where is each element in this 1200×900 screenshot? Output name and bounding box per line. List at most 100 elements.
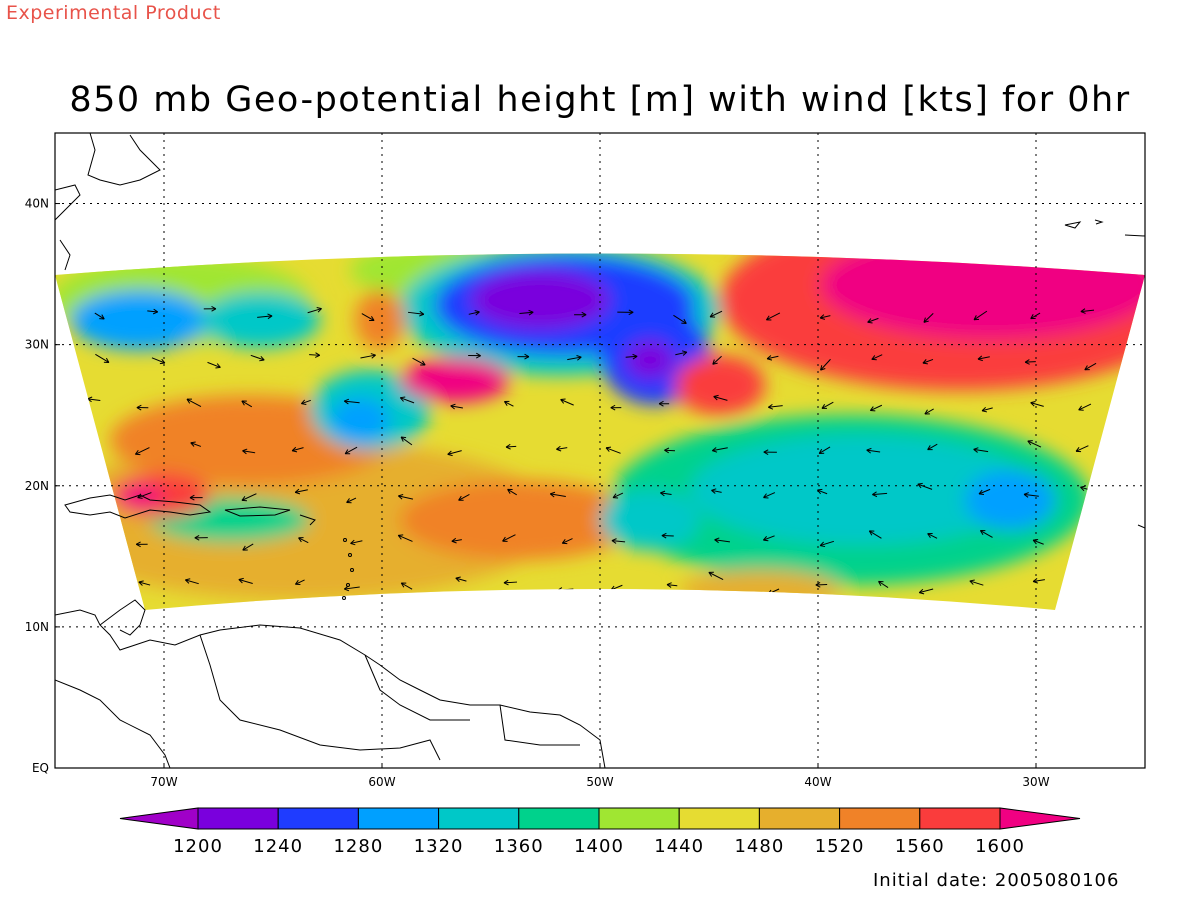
wind-arrow: [134, 447, 150, 456]
lat-tick-label: 40N: [25, 197, 49, 211]
wind-arrow: [1080, 581, 1092, 587]
wind-arrow: [298, 537, 309, 544]
colorbar-min-triangle: [119, 807, 199, 830]
lat-tick-label: 10N: [25, 620, 49, 634]
wind-arrow: [973, 447, 989, 453]
wind-arrow: [151, 357, 166, 365]
wind-arrow: [400, 582, 413, 590]
wind-arrow: [138, 580, 151, 586]
wind-arrow: [923, 313, 934, 323]
wind-arrow: [507, 488, 517, 496]
wind-arrow: [973, 310, 988, 321]
map-grid: [55, 133, 1145, 768]
wind-arrow: [567, 355, 582, 361]
wind-arrow: [673, 314, 687, 324]
wind-arrow: [560, 398, 574, 406]
wind-arrow: [1032, 578, 1045, 584]
wind-arrow: [617, 309, 634, 316]
wind-arrow: [765, 312, 781, 321]
wind-arrow: [189, 494, 203, 501]
wind-arrow: [203, 305, 217, 312]
colorbar-level-label: 1320: [414, 836, 464, 857]
wind-arrow: [295, 579, 305, 586]
lat-tick-label: 30N: [25, 338, 49, 352]
coastlines: [55, 133, 1145, 768]
wind-arrow: [398, 494, 414, 500]
colorbar-labels: 1200 1240 1280 1320 1360 1400 1440 1480 1520 1560…: [173, 836, 1024, 857]
wind-arrow: [400, 436, 413, 446]
wind-arrow: [1084, 362, 1097, 371]
colorbar-swatch: [277, 807, 359, 830]
wind-arrow: [350, 539, 363, 546]
wind-arrow: [360, 353, 376, 359]
wind-arrow: [307, 307, 322, 314]
wind-arrow: [519, 309, 534, 316]
wind-arrow: [917, 482, 933, 490]
wind-arrow: [397, 534, 413, 542]
wind-arrow: [611, 538, 626, 544]
colorbar-level-label: 1440: [654, 836, 704, 857]
wind-arrow: [300, 399, 311, 405]
wind-arrow: [137, 492, 152, 499]
colorbar-level-label: 1560: [895, 836, 945, 857]
wind-arrow: [661, 532, 674, 539]
wind-arrow: [711, 447, 728, 453]
wind-arrow: [763, 535, 775, 542]
wind-arrow: [95, 353, 110, 363]
colorbar-swatch: [197, 807, 279, 830]
wind-arrow: [88, 441, 101, 448]
wind-arrow: [136, 404, 149, 411]
colorbar-level-label: 1240: [253, 836, 303, 857]
wind-arrow: [517, 353, 530, 360]
wind-arrow: [291, 446, 304, 453]
chart-title: 850 mb Geo-potential height [m] with win…: [69, 80, 1131, 120]
wind-arrow: [1080, 308, 1095, 314]
wind-arrow: [869, 404, 883, 412]
wind-arrow: [147, 308, 159, 315]
longitude-labels: 70W 60W 50W 40W 30W: [150, 763, 1050, 789]
wind-arrow: [238, 577, 253, 584]
wind-arrow: [87, 584, 99, 591]
wind-arrow: [574, 311, 587, 318]
wind-arrow: [294, 488, 308, 495]
wind-arrow: [605, 446, 621, 454]
wind-arrow: [549, 491, 566, 498]
wind-arrow: [186, 398, 202, 408]
wind-arrow: [610, 404, 622, 411]
wind-arrow: [241, 493, 257, 502]
wind-arrow: [922, 358, 934, 365]
colorbar-swatch: [598, 807, 680, 830]
wind-arrow: [343, 398, 360, 405]
wind-arrow: [207, 361, 221, 369]
wind-arrow: [675, 350, 688, 356]
wind-arrow: [871, 354, 883, 361]
colorbar-swatch: [518, 807, 600, 830]
wind-arrow: [1030, 312, 1041, 320]
colorbar-swatch: [438, 807, 520, 830]
wind-arrow: [819, 314, 831, 320]
lon-tick-label: 50W: [586, 775, 613, 789]
wind-arrow: [969, 579, 984, 586]
wind-arrow: [709, 310, 723, 318]
wind-arrow: [763, 449, 777, 455]
wind-arrow: [412, 357, 426, 366]
wind-arrow: [1075, 445, 1089, 453]
lon-tick-label: 30W: [1022, 775, 1049, 789]
colorbar-level-label: 1200: [173, 836, 223, 857]
wind-arrow: [458, 493, 470, 501]
wind-arrow: [556, 445, 568, 452]
wind-arrow: [977, 355, 990, 362]
wind-arrow: [714, 537, 730, 544]
lat-tick-label: 20N: [25, 479, 49, 493]
colorbar-level-label: 1400: [574, 836, 624, 857]
wind-arrow: [503, 400, 514, 407]
wind-arrow: [979, 530, 993, 538]
initial-date-label: Initial date: 2005080106: [873, 870, 1120, 891]
colorbar-swatch: [357, 807, 440, 830]
wind-arrow: [468, 352, 481, 359]
wind-arrow: [1076, 535, 1090, 541]
wind-arrow: [768, 403, 783, 410]
wind-arrow: [503, 579, 518, 586]
wind-arrow: [866, 447, 881, 454]
